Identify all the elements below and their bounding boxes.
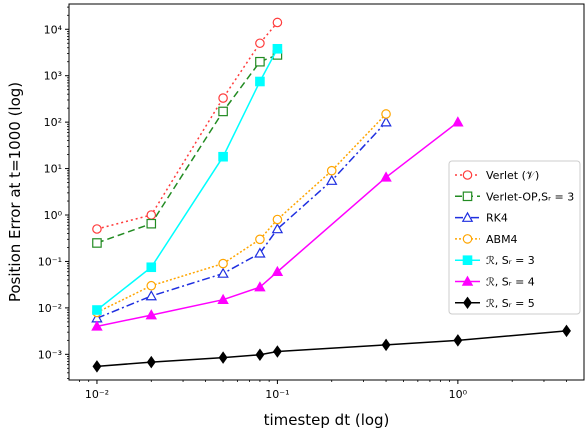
data-point: [92, 305, 102, 315]
legend-label: Verlet-OP,Sᵣ = 3: [486, 190, 574, 203]
y-axis-title: Position Error at t=1000 (log): [6, 82, 24, 302]
series-1: [92, 17, 283, 234]
legend-entry: ℛ, Sᵣ = 4: [455, 276, 535, 289]
legend-entry: ℛ, Sᵣ = 5: [455, 296, 535, 310]
x-tick-label: 10⁰: [449, 388, 468, 401]
legend-entry: Verlet-OP,Sᵣ = 3: [455, 190, 574, 203]
y-tick-label: 10⁻¹: [38, 255, 62, 268]
data-point: [145, 309, 157, 320]
legend-label: ABM4: [486, 233, 518, 246]
x-tick-label: 10⁻¹: [265, 388, 289, 401]
y-tick-label: 10⁻³: [38, 348, 62, 361]
data-point: [453, 334, 463, 347]
data-point: [326, 165, 337, 176]
legend-box: [448, 160, 581, 315]
data-point: [218, 106, 228, 117]
data-point: [272, 345, 282, 358]
data-point: [272, 17, 283, 28]
data-point: [255, 348, 265, 361]
y-tick-label: 10⁴: [44, 23, 63, 36]
data-point: [92, 224, 102, 234]
legend-label: ℛ, Sᵣ = 4: [486, 276, 535, 289]
y-tick-label: 10²: [44, 116, 62, 129]
y-tick-label: 10³: [44, 70, 62, 83]
legend-marker: [463, 296, 472, 310]
data-point: [380, 171, 392, 182]
legend-marker: [462, 170, 473, 180]
data-point: [271, 265, 284, 277]
y-tick-label: 10¹: [44, 163, 62, 176]
y-tick-label: 10⁻²: [38, 302, 62, 315]
data-point: [380, 116, 392, 127]
series-6: [91, 116, 464, 331]
legend-marker: [462, 234, 473, 244]
data-point: [255, 234, 265, 245]
data-point: [326, 174, 338, 185]
data-point: [452, 116, 464, 127]
legend-marker: [461, 275, 474, 286]
legend-label: ℛ, Sᵣ = 5: [486, 297, 535, 310]
data-point: [146, 218, 157, 229]
data-point: [146, 210, 157, 220]
legend-entry: Verlet (𝒱): [455, 169, 539, 182]
data-point: [92, 360, 102, 373]
data-point: [255, 56, 265, 67]
data-point: [91, 320, 103, 331]
data-point: [381, 338, 391, 352]
data-point: [217, 267, 229, 278]
data-point: [218, 151, 228, 162]
data-point: [381, 109, 391, 119]
data-point: [254, 281, 266, 292]
series-5: [92, 43, 283, 315]
series-line: [96, 330, 567, 368]
x-tick-label: 10⁻²: [85, 388, 109, 401]
data-point: [218, 351, 228, 364]
legend-entry: ABM4: [455, 233, 518, 246]
legend-marker: [462, 255, 473, 265]
x-axis-title: timestep dt (log): [264, 411, 390, 429]
legend-marker: [461, 211, 474, 222]
data-point: [146, 262, 157, 273]
data-point: [562, 324, 571, 338]
series-2: [92, 50, 283, 248]
series-4: [92, 109, 391, 318]
data-point: [146, 280, 157, 291]
series-7: [92, 324, 571, 373]
legend-label: Verlet (𝒱): [486, 169, 539, 182]
y-tick-label: 10⁰: [44, 209, 63, 222]
series-layer: [91, 17, 571, 373]
plot-frame: [68, 3, 585, 381]
legend-entry: ℛ, Sᵣ = 3: [455, 254, 535, 267]
data-point: [92, 238, 102, 248]
data-point: [217, 293, 229, 305]
series-3: [91, 116, 392, 323]
legend-marker: [462, 191, 473, 202]
axis-ticks: 10⁻² 10⁻¹ 10⁰ 10⁻³ 10⁻² 10⁻¹ 10⁰ 10¹ 10² 10³ 10⁴: [38, 6, 567, 401]
data-point: [272, 214, 283, 225]
data-point: [255, 76, 265, 87]
data-point: [146, 355, 156, 369]
legend: Verlet (𝒱) Verlet-OP,Sᵣ = 3 RK4 ABM4 ℛ, Sᵣ =…: [448, 160, 581, 315]
legend-label: ℛ, Sᵣ = 3: [486, 254, 535, 267]
data-point: [254, 247, 266, 258]
legend-label: RK4: [486, 212, 508, 225]
data-point: [272, 43, 283, 54]
data-point: [218, 93, 228, 103]
data-point: [218, 258, 228, 269]
data-point: [255, 38, 265, 49]
data-point: [145, 290, 157, 301]
data-point: [271, 223, 284, 234]
legend-entry: RK4: [455, 212, 508, 225]
